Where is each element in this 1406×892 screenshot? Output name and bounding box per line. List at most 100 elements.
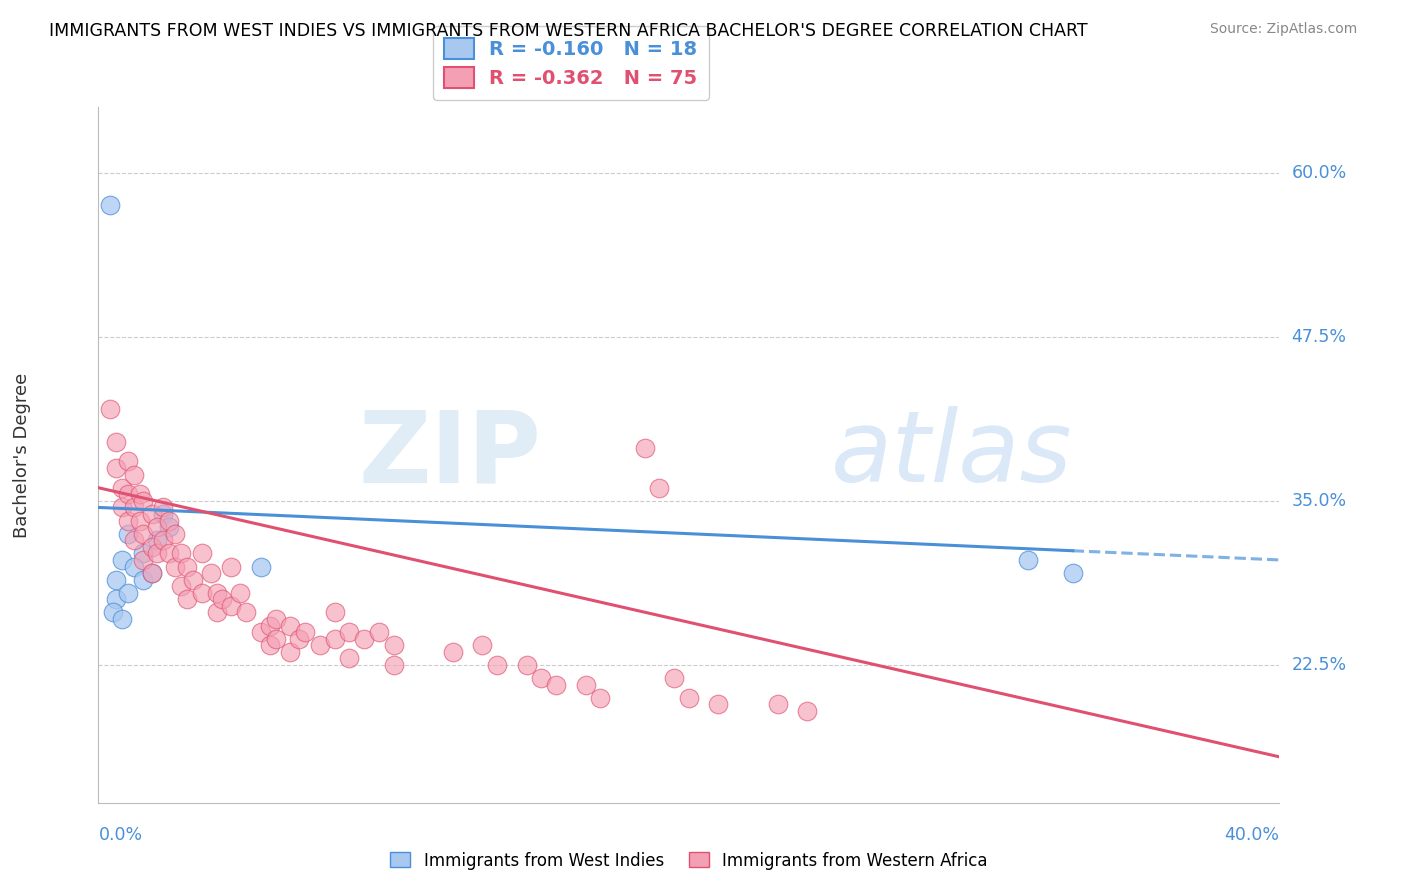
Point [117, 526, 139, 541]
Point [766, 698, 789, 712]
Point [200, 566, 222, 580]
Point [229, 586, 252, 600]
Text: 47.5%: 47.5% [1291, 327, 1347, 346]
Point [105, 592, 128, 607]
Point [280, 618, 302, 632]
Point [122, 533, 145, 548]
Point [516, 657, 538, 672]
Point [339, 625, 361, 640]
Point [471, 638, 494, 652]
Text: Source: ZipAtlas.com: Source: ZipAtlas.com [1209, 22, 1357, 37]
Point [796, 704, 818, 718]
Point [250, 559, 273, 574]
Point [353, 632, 375, 646]
Point [575, 678, 598, 692]
Point [280, 645, 302, 659]
Point [309, 638, 332, 652]
Point [141, 566, 163, 580]
Point [105, 461, 128, 475]
Point [259, 638, 281, 652]
Point [157, 520, 180, 534]
Point [288, 632, 311, 646]
Point [264, 612, 287, 626]
Text: 22.5%: 22.5% [1291, 656, 1347, 674]
Point [132, 573, 155, 587]
Point [128, 514, 150, 528]
Point [181, 573, 204, 587]
Point [117, 454, 139, 468]
Point [250, 625, 273, 640]
Text: ZIP: ZIP [359, 407, 541, 503]
Point [664, 671, 686, 685]
Point [117, 586, 139, 600]
Point [259, 618, 281, 632]
Point [157, 546, 180, 560]
Point [170, 546, 193, 560]
Point [176, 559, 198, 574]
Point [707, 698, 730, 712]
Point [157, 514, 180, 528]
Text: atlas: atlas [831, 407, 1073, 503]
Point [111, 553, 134, 567]
Point [152, 533, 174, 548]
Point [117, 487, 139, 501]
Point [105, 434, 128, 449]
Point [486, 657, 509, 672]
Point [205, 586, 228, 600]
Point [132, 526, 155, 541]
Point [634, 442, 657, 456]
Point [117, 514, 139, 528]
Point [589, 690, 612, 705]
Point [205, 606, 228, 620]
Point [294, 625, 316, 640]
Point [103, 606, 125, 620]
Text: 60.0%: 60.0% [1291, 163, 1347, 182]
Point [235, 606, 257, 620]
Point [165, 526, 187, 541]
Point [141, 540, 163, 554]
Point [678, 690, 700, 705]
Point [141, 566, 163, 580]
Point [122, 559, 145, 574]
Text: Bachelor's Degree: Bachelor's Degree [13, 372, 31, 538]
Point [382, 638, 405, 652]
Point [141, 507, 163, 521]
Point [111, 612, 134, 626]
Point [105, 573, 128, 587]
Text: IMMIGRANTS FROM WEST INDIES VS IMMIGRANTS FROM WESTERN AFRICA BACHELOR'S DEGREE : IMMIGRANTS FROM WEST INDIES VS IMMIGRANT… [49, 22, 1088, 40]
Point [221, 599, 243, 613]
Point [98, 401, 121, 416]
Point [122, 467, 145, 482]
Point [146, 520, 169, 534]
Point [191, 546, 214, 560]
Point [146, 546, 169, 560]
Point [382, 657, 405, 672]
Point [152, 507, 174, 521]
Point [648, 481, 671, 495]
Text: 40.0%: 40.0% [1225, 826, 1279, 845]
Point [111, 481, 134, 495]
Legend: Immigrants from West Indies, Immigrants from Western Africa: Immigrants from West Indies, Immigrants … [382, 843, 995, 878]
Point [1062, 566, 1084, 580]
Point [264, 632, 287, 646]
Text: 35.0%: 35.0% [1291, 491, 1347, 510]
Point [221, 559, 243, 574]
Point [146, 533, 169, 548]
Point [132, 546, 155, 560]
Point [441, 645, 464, 659]
Point [128, 487, 150, 501]
Point [339, 651, 361, 665]
Point [323, 632, 346, 646]
Point [152, 500, 174, 515]
Text: 0.0%: 0.0% [98, 826, 142, 845]
Point [530, 671, 553, 685]
Point [165, 559, 187, 574]
Point [170, 579, 193, 593]
Point [122, 500, 145, 515]
Point [323, 606, 346, 620]
Point [546, 678, 568, 692]
Point [211, 592, 233, 607]
Point [176, 592, 198, 607]
Point [111, 500, 134, 515]
Point [98, 198, 121, 212]
